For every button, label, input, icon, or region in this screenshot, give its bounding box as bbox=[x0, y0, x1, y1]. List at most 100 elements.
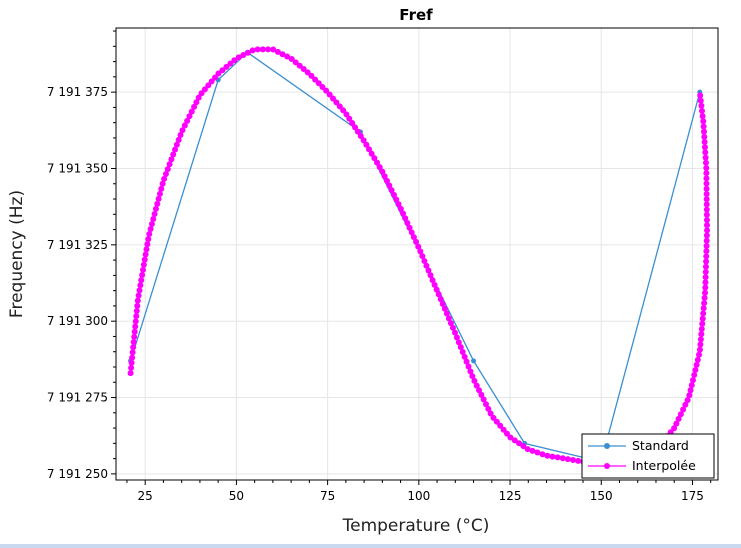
interpolee-data-point bbox=[201, 86, 208, 93]
interpolee-data-point bbox=[500, 426, 507, 433]
interpolee-data-point bbox=[701, 139, 708, 146]
y-axis-label: Frequency (Hz) bbox=[7, 190, 27, 318]
interpolee-data-point bbox=[130, 339, 137, 346]
interpolee-data-point bbox=[702, 274, 709, 281]
interpolee-data-point bbox=[490, 414, 497, 421]
interpolee-data-point bbox=[702, 263, 709, 270]
interpolee-data-point bbox=[575, 457, 582, 464]
y-tick-label: 7 191 350 bbox=[47, 161, 108, 175]
interpolee-data-point bbox=[703, 175, 710, 182]
x-tick-label: 50 bbox=[229, 489, 244, 503]
interpolee-data-point bbox=[459, 349, 466, 356]
interpolee-data-point bbox=[443, 310, 450, 317]
interpolee-data-point bbox=[134, 302, 141, 309]
interpolee-data-point bbox=[140, 261, 147, 268]
interpolee-data-point bbox=[142, 251, 149, 258]
interpolee-data-point bbox=[419, 253, 426, 260]
interpolee-data-point bbox=[511, 437, 518, 444]
interpolee-data-point bbox=[554, 454, 561, 461]
interpolee-data-point bbox=[127, 370, 134, 377]
chart-title: Fref bbox=[399, 6, 433, 24]
interpolee-data-point bbox=[427, 272, 434, 279]
interpolee-data-point bbox=[437, 296, 444, 303]
interpolee-data-point bbox=[349, 120, 356, 127]
interpolee-data-point bbox=[703, 211, 710, 218]
x-tick-label: 150 bbox=[590, 489, 613, 503]
interpolee-data-point bbox=[231, 57, 238, 64]
interpolee-data-point bbox=[402, 215, 409, 222]
interpolee-data-point bbox=[284, 53, 291, 60]
interpolee-data-point bbox=[697, 336, 704, 343]
interpolee-data-point bbox=[130, 344, 137, 351]
interpolee-data-point bbox=[374, 159, 381, 166]
x-tick-label: 125 bbox=[499, 489, 522, 503]
interpolee-data-point bbox=[482, 401, 489, 408]
interpolee-data-point bbox=[205, 82, 212, 89]
interpolee-data-point bbox=[702, 289, 709, 296]
interpolee-data-point bbox=[296, 62, 303, 69]
x-tick-label: 25 bbox=[138, 489, 153, 503]
interpolee-data-point bbox=[208, 78, 215, 85]
interpolee-data-point bbox=[507, 434, 514, 441]
legend-interpolee-marker bbox=[604, 463, 610, 469]
interpolee-data-point bbox=[702, 149, 709, 156]
interpolee-data-point bbox=[274, 48, 281, 55]
interpolee-data-point bbox=[323, 87, 330, 94]
interpolee-data-point bbox=[467, 368, 474, 375]
interpolee-data-point bbox=[136, 287, 143, 294]
interpolee-data-point bbox=[388, 187, 395, 194]
interpolee-data-point bbox=[129, 349, 136, 356]
interpolee-data-point bbox=[357, 133, 364, 140]
interpolee-data-point bbox=[279, 51, 286, 58]
interpolee-data-point bbox=[188, 108, 195, 115]
x-tick-label: 175 bbox=[681, 489, 704, 503]
interpolee-data-point bbox=[154, 200, 161, 207]
interpolee-data-point bbox=[128, 364, 135, 371]
interpolee-data-point bbox=[133, 313, 140, 320]
interpolee-data-point bbox=[702, 154, 709, 161]
interpolee-data-point bbox=[354, 128, 361, 135]
interpolee-data-point bbox=[692, 366, 699, 373]
interpolee-data-point bbox=[400, 210, 407, 217]
interpolee-data-point bbox=[703, 232, 710, 239]
interpolee-data-point bbox=[703, 253, 710, 260]
interpolee-data-point bbox=[487, 410, 494, 417]
interpolee-data-point bbox=[254, 46, 261, 53]
interpolee-data-point bbox=[270, 46, 277, 53]
interpolee-data-point bbox=[195, 94, 202, 101]
interpolee-data-point bbox=[152, 205, 159, 212]
interpolee-data-point bbox=[336, 103, 343, 110]
interpolee-data-point bbox=[379, 168, 386, 175]
interpolee-data-point bbox=[425, 267, 432, 274]
interpolee-data-point bbox=[704, 227, 711, 234]
interpolee-data-point bbox=[703, 190, 710, 197]
interpolee-data-point bbox=[143, 246, 150, 253]
interpolee-data-point bbox=[215, 70, 222, 77]
interpolee-data-point bbox=[697, 341, 704, 348]
interpolee-data-point bbox=[162, 170, 169, 177]
interpolee-data-point bbox=[381, 173, 388, 180]
interpolee-data-point bbox=[680, 406, 687, 413]
interpolee-data-point bbox=[371, 155, 378, 162]
interpolee-data-point bbox=[363, 141, 370, 148]
interpolee-data-point bbox=[132, 318, 139, 325]
interpolee-data-point bbox=[687, 387, 694, 394]
interpolee-data-point bbox=[465, 363, 472, 370]
interpolee-data-point bbox=[159, 180, 166, 187]
interpolee-data-point bbox=[360, 137, 367, 144]
interpolee-data-point bbox=[292, 59, 299, 66]
interpolee-data-point bbox=[704, 222, 711, 229]
interpolee-data-point bbox=[151, 210, 158, 217]
standard-data-point bbox=[471, 358, 477, 364]
interpolee-data-point bbox=[395, 201, 402, 208]
plot-area bbox=[115, 27, 719, 481]
interpolee-data-point bbox=[139, 266, 146, 273]
interpolee-data-point bbox=[534, 449, 541, 456]
interpolee-data-point bbox=[397, 205, 404, 212]
interpolee-data-point bbox=[415, 243, 422, 250]
interpolee-data-point bbox=[463, 358, 470, 365]
interpolee-data-point bbox=[703, 180, 710, 187]
interpolee-data-point bbox=[132, 323, 139, 330]
interpolee-data-point bbox=[445, 315, 452, 322]
